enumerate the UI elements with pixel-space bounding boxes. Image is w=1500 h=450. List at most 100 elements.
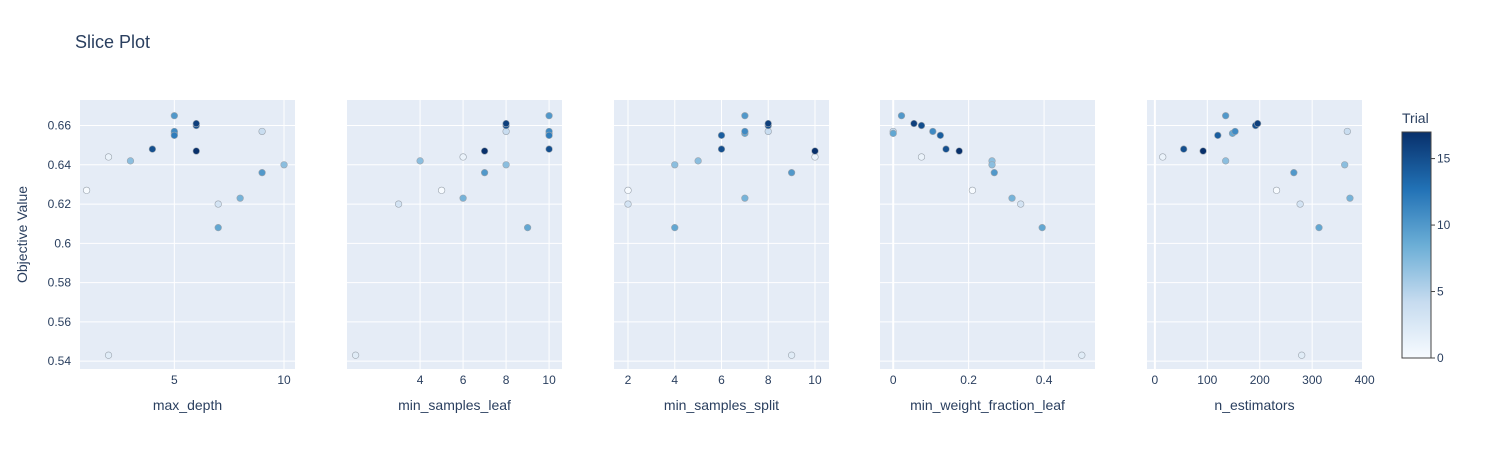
y-tick-label: 0.54: [48, 354, 72, 368]
data-point: [624, 186, 632, 194]
data-point: [917, 121, 926, 130]
data-point: [1078, 351, 1086, 359]
data-point: [741, 112, 749, 120]
chart-title: Slice Plot: [75, 32, 151, 52]
colorbar-tick-label: 5: [1437, 285, 1444, 299]
data-point: [82, 186, 91, 194]
data-point: [936, 131, 944, 139]
data-point: [545, 145, 553, 153]
data-point: [545, 131, 553, 139]
data-point: [545, 112, 553, 120]
data-point: [459, 153, 467, 161]
data-point: [1341, 161, 1349, 169]
data-point: [1214, 131, 1222, 139]
data-point: [258, 127, 266, 136]
data-point: [502, 161, 510, 169]
y-tick-label: 0.58: [48, 276, 72, 290]
data-point: [170, 112, 178, 120]
data-point: [917, 153, 926, 161]
colorbar-tick-label: 0: [1437, 351, 1444, 365]
data-point: [459, 194, 467, 202]
data-point: [1222, 112, 1230, 120]
data-point: [214, 200, 222, 208]
data-point: [694, 157, 702, 165]
points-min_samples_split: [624, 112, 819, 359]
x-tick-label: 4: [417, 373, 424, 387]
data-point: [1199, 147, 1207, 155]
data-point: [1008, 194, 1016, 202]
data-point: [671, 224, 679, 232]
data-point: [104, 153, 113, 161]
data-point: [1231, 127, 1239, 136]
x-tick-label: 400: [1355, 373, 1375, 387]
data-point: [280, 161, 288, 169]
data-point: [395, 200, 403, 208]
points-min_weight_fraction_leaf: [889, 112, 1086, 359]
data-point: [1254, 119, 1262, 128]
data-point: [955, 147, 963, 155]
data-point: [438, 186, 446, 194]
data-point: [1017, 200, 1025, 208]
data-point: [214, 224, 222, 232]
data-point: [764, 119, 772, 128]
x-tick-label: 300: [1302, 373, 1322, 387]
x-axis-title: min_weight_fraction_leaf: [910, 397, 1065, 413]
subplot-min_samples_split: 2 4 6 8 10 min_samples_split: [614, 100, 829, 413]
data-point: [481, 169, 489, 177]
subplot-min_samples_leaf: 4 6 8 10 min_samples_leaf: [347, 100, 562, 413]
colorbar-tick-label: 10: [1437, 218, 1451, 232]
data-point: [126, 157, 135, 165]
x-tick-label: 6: [460, 373, 467, 387]
y-tick-label: 0.56: [48, 315, 72, 329]
data-point: [258, 169, 266, 177]
y-tick-label: 0.66: [48, 119, 72, 133]
data-point: [671, 161, 679, 169]
x-tick-label: 0: [890, 373, 897, 387]
x-axis-title: min_samples_split: [664, 397, 779, 413]
data-point: [910, 119, 918, 128]
x-tick-label: 200: [1250, 373, 1270, 387]
data-point: [1159, 153, 1167, 161]
data-point: [236, 194, 244, 202]
data-point: [1298, 351, 1306, 359]
data-point: [811, 147, 819, 155]
x-tick-label: 8: [503, 373, 510, 387]
data-point: [889, 129, 897, 137]
data-point: [502, 119, 510, 128]
points-min_samples_leaf: [352, 112, 553, 359]
x-tick-label: 2: [625, 373, 632, 387]
x-tick-label: 5: [171, 373, 178, 387]
data-point: [1296, 200, 1304, 208]
x-axis-title: max_depth: [153, 397, 222, 413]
x-tick-label: 100: [1197, 373, 1217, 387]
data-point: [170, 131, 178, 139]
data-point: [741, 127, 749, 136]
y-tick-label: 0.64: [48, 158, 72, 172]
data-point: [788, 169, 796, 177]
x-tick-label: 4: [671, 373, 678, 387]
subplot-n_estimators: 0 100 200 300 400 n_estimators: [1147, 100, 1375, 413]
data-point: [990, 169, 998, 177]
data-point: [897, 112, 906, 120]
plot-background: [880, 100, 1095, 369]
x-tick-label: 10: [808, 373, 822, 387]
data-point: [968, 186, 977, 194]
colorbar-tick-label: 15: [1437, 152, 1451, 166]
data-point: [148, 145, 156, 153]
data-point: [942, 145, 950, 153]
plot-background: [80, 100, 295, 369]
data-point: [788, 351, 796, 359]
plot-background: [347, 100, 562, 369]
colorbar-title: Trial: [1402, 110, 1429, 126]
data-point: [1290, 169, 1298, 177]
data-point: [1222, 157, 1230, 165]
subplot-min_weight_fraction_leaf: 0 0.2 0.4 min_weight_fraction_leaf: [880, 100, 1095, 413]
y-axis-title: Objective Value: [14, 186, 30, 283]
data-point: [929, 127, 937, 136]
data-point: [1038, 224, 1046, 232]
x-tick-label: 10: [542, 373, 556, 387]
colorbar-gradient: [1401, 131, 1432, 359]
y-tick-label: 0.6: [54, 236, 71, 250]
